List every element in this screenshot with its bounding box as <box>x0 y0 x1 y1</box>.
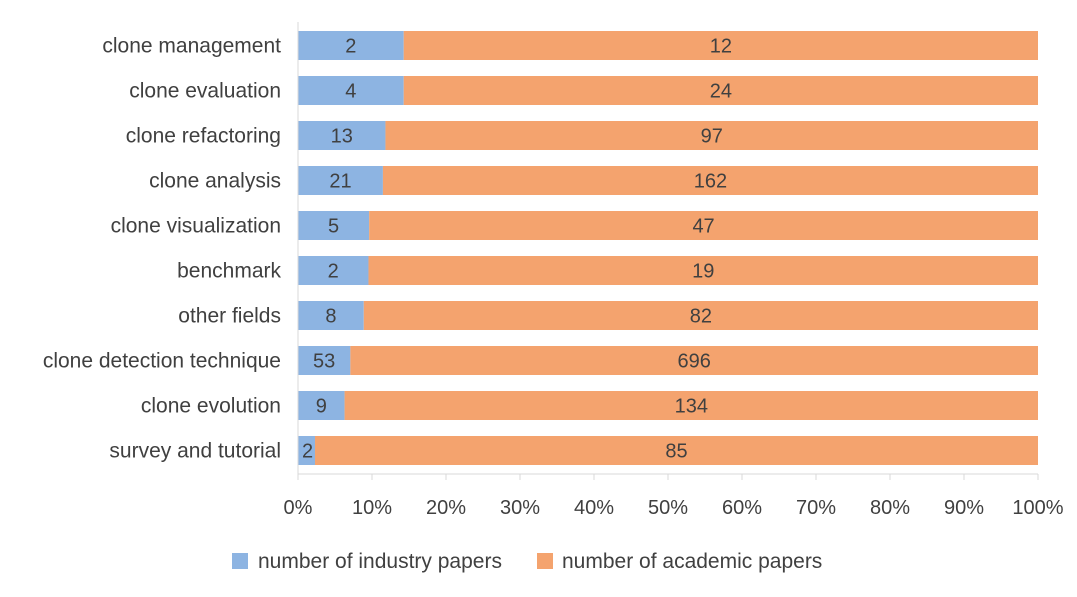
bars-group: 2 12 4 24 13 97 21 162 5 47 2 19 8 82 53 696 9 134 2 85 <box>298 31 1039 465</box>
category-label-clone-visualization: clone visualization <box>111 215 281 238</box>
data-label-industry-benchmark: 2 <box>328 261 339 283</box>
bar-industry-clone-analysis <box>298 166 383 195</box>
x-tick-label: 0% <box>284 497 313 519</box>
bar-academic-clone-evaluation <box>403 76 1038 105</box>
bar-industry-survey-and-tutorial <box>298 436 316 465</box>
data-label-industry-clone-visualization: 5 <box>328 216 339 238</box>
data-label-industry-other-fields: 8 <box>325 306 336 328</box>
bar-industry-benchmark <box>298 256 369 285</box>
legend: number of industry papers number of acad… <box>232 550 822 573</box>
bar-academic-other-fields <box>363 301 1038 330</box>
bar-industry-clone-refactoring <box>298 121 386 150</box>
x-tick-label: 60% <box>722 497 762 519</box>
bar-academic-clone-management <box>403 31 1038 60</box>
bar-industry-clone-visualization <box>298 211 370 240</box>
x-tick-label: 30% <box>500 497 540 519</box>
data-label-academic-benchmark: 19 <box>692 261 714 283</box>
x-tick-label: 80% <box>870 497 910 519</box>
data-label-industry-clone-analysis: 21 <box>329 171 351 193</box>
data-label-academic-clone-evaluation: 24 <box>710 81 732 103</box>
category-label-clone-refactoring: clone refactoring <box>126 125 281 148</box>
data-label-industry-clone-evolution: 9 <box>316 396 327 418</box>
bar-academic-clone-detection-technique <box>350 346 1038 375</box>
category-label-clone-evolution: clone evolution <box>141 395 281 418</box>
bar-industry-clone-evolution <box>298 391 345 420</box>
category-label-clone-evaluation: clone evaluation <box>129 80 281 103</box>
bar-industry-clone-management <box>298 31 404 60</box>
x-tick-label: 100% <box>1012 497 1063 519</box>
data-label-industry-clone-detection-technique: 53 <box>313 351 335 373</box>
category-label-benchmark: benchmark <box>177 260 281 283</box>
data-label-industry-clone-management: 2 <box>345 36 356 58</box>
data-label-academic-survey-and-tutorial: 85 <box>665 441 687 463</box>
bar-academic-clone-evolution <box>344 391 1038 420</box>
x-tick-label: 10% <box>352 497 392 519</box>
bar-academic-clone-analysis <box>382 166 1038 195</box>
legend-label-academic: number of academic papers <box>562 550 822 573</box>
data-label-industry-clone-evaluation: 4 <box>345 81 356 103</box>
data-label-academic-clone-management: 12 <box>710 36 732 58</box>
x-tick-label: 20% <box>426 497 466 519</box>
category-label-other-fields: other fields <box>178 305 281 328</box>
x-tick-label: 90% <box>944 497 984 519</box>
data-label-industry-survey-and-tutorial: 2 <box>302 441 313 463</box>
bar-academic-clone-visualization <box>369 211 1039 240</box>
bar-academic-clone-refactoring <box>385 121 1038 150</box>
category-label-clone-analysis: clone analysis <box>149 170 281 193</box>
category-label-clone-detection-technique: clone detection technique <box>43 350 281 373</box>
bar-academic-survey-and-tutorial <box>315 436 1039 465</box>
x-tick-label: 40% <box>574 497 614 519</box>
category-label-clone-management: clone management <box>102 35 281 58</box>
data-label-academic-clone-detection-technique: 696 <box>677 351 710 373</box>
bar-industry-clone-evaluation <box>298 76 404 105</box>
data-label-academic-clone-visualization: 47 <box>692 216 714 238</box>
legend-swatch-industry <box>232 553 248 569</box>
legend-swatch-academic <box>537 553 553 569</box>
bar-academic-benchmark <box>368 256 1038 285</box>
legend-label-industry: number of industry papers <box>258 550 502 573</box>
x-tick-label: 50% <box>648 497 688 519</box>
bar-industry-clone-detection-technique <box>298 346 351 375</box>
x-tick-label: 70% <box>796 497 836 519</box>
bar-industry-other-fields <box>298 301 364 330</box>
data-label-industry-clone-refactoring: 13 <box>331 126 353 148</box>
category-label-survey-and-tutorial: survey and tutorial <box>109 440 281 463</box>
category-labels: clone management clone evaluation clone re… <box>43 35 282 463</box>
data-label-academic-clone-analysis: 162 <box>694 171 727 193</box>
data-label-academic-other-fields: 82 <box>690 306 712 328</box>
data-label-academic-clone-evolution: 134 <box>675 396 708 418</box>
data-label-academic-clone-refactoring: 97 <box>701 126 723 148</box>
x-axis: 0% 10% 20% 30% 40% 50% 60% 70% 80% 90% 100% <box>284 22 1064 519</box>
